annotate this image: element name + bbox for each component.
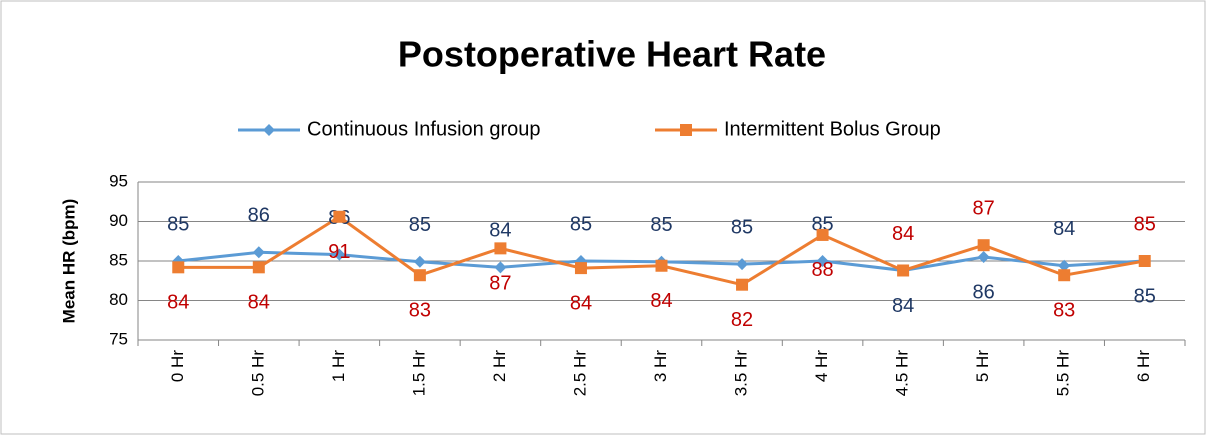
- x-tick-label: 4.5 Hr: [893, 350, 912, 397]
- chart-title: Postoperative Heart Rate: [398, 34, 826, 75]
- marker: [1058, 269, 1071, 282]
- marker: [816, 228, 829, 241]
- x-tick-label: 0 Hr: [168, 350, 187, 382]
- marker: [263, 124, 275, 136]
- x-tick-label: 2.5 Hr: [570, 350, 589, 397]
- data-label: 84: [892, 223, 914, 245]
- data-label: 87: [973, 197, 995, 219]
- y-tick-label: 80: [109, 290, 128, 309]
- data-label: 85: [409, 214, 431, 236]
- data-label: 84: [570, 292, 592, 314]
- marker: [333, 248, 346, 261]
- legend-label: Continuous Infusion group: [307, 118, 541, 140]
- data-label: 84: [1053, 218, 1075, 240]
- data-label: 91: [328, 241, 350, 263]
- data-label: 87: [489, 273, 511, 295]
- marker: [680, 124, 692, 136]
- data-label: 85: [1134, 213, 1156, 235]
- y-tick-label: 95: [109, 171, 128, 190]
- marker: [413, 269, 426, 282]
- data-label: 83: [409, 300, 431, 322]
- data-label: 84: [489, 220, 511, 242]
- marker: [333, 210, 346, 223]
- data-label: 86: [248, 205, 270, 227]
- marker: [736, 278, 749, 291]
- x-tick-label: 1.5 Hr: [409, 350, 428, 397]
- marker: [252, 261, 265, 274]
- data-label: 88: [811, 259, 833, 281]
- y-axis-label: Mean HR (bpm): [59, 199, 78, 324]
- data-label: 84: [248, 292, 270, 314]
- x-tick-label: 5.5 Hr: [1054, 350, 1073, 397]
- y-tick-label: 90: [109, 211, 128, 230]
- marker: [977, 251, 990, 264]
- data-label: 84: [167, 292, 189, 314]
- x-tick-label: 3.5 Hr: [732, 350, 751, 397]
- data-label: 84: [650, 290, 672, 312]
- x-tick-label: 2 Hr: [490, 350, 509, 382]
- data-label: 86: [973, 281, 995, 303]
- marker: [1138, 255, 1151, 267]
- x-tick-label: 0.5 Hr: [248, 350, 267, 397]
- x-tick-label: 3 Hr: [651, 350, 670, 382]
- marker: [494, 261, 507, 274]
- marker: [494, 242, 507, 255]
- marker: [1058, 259, 1071, 272]
- marker: [816, 255, 829, 267]
- marker: [413, 255, 426, 268]
- data-label: 85: [1134, 285, 1156, 307]
- marker: [252, 246, 265, 259]
- data-label: 82: [731, 309, 753, 331]
- data-label: 85: [570, 213, 592, 235]
- marker: [172, 261, 185, 274]
- marker: [977, 239, 990, 252]
- x-tick-label: 1 Hr: [329, 350, 348, 382]
- data-label: 85: [731, 216, 753, 238]
- marker: [897, 264, 910, 277]
- x-tick-label: 6 Hr: [1134, 350, 1153, 382]
- legend-label: Intermittent Bolus Group: [724, 118, 941, 140]
- data-label: 83: [1053, 300, 1075, 322]
- data-label: 85: [650, 214, 672, 236]
- x-tick-label: 4 Hr: [812, 350, 831, 382]
- marker: [574, 262, 587, 275]
- y-tick-label: 85: [109, 250, 128, 269]
- y-tick-label: 75: [109, 329, 128, 348]
- marker: [736, 258, 749, 271]
- x-tick-label: 5 Hr: [973, 350, 992, 382]
- data-label: 85: [167, 213, 189, 235]
- data-label: 84: [892, 295, 914, 317]
- marker: [655, 259, 668, 272]
